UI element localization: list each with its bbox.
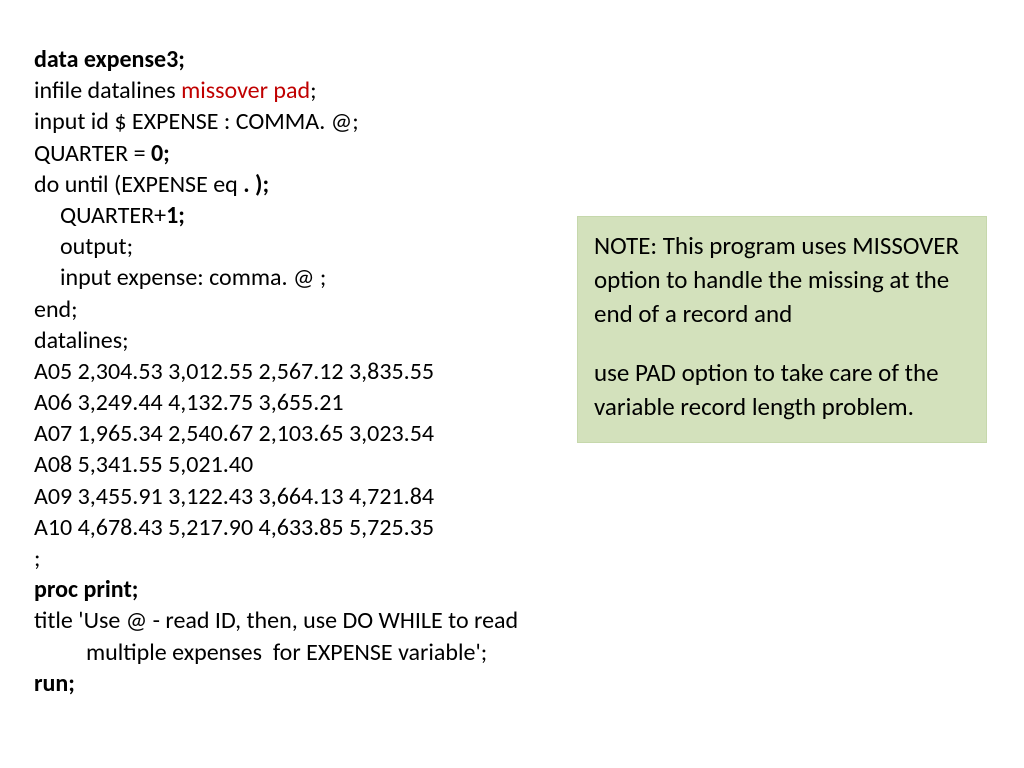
code-data-line: A07 1,965.34 2,540.67 2,103.65 3,023.54: [34, 418, 574, 449]
code-line: QUARTER = 0;: [34, 138, 574, 169]
code-line: datalines;: [34, 325, 574, 356]
code-text: infile datalines: [34, 76, 181, 105]
code-data-line: A06 3,249.44 4,132.75 3,655.21: [34, 387, 574, 418]
code-data-line: A09 3,455.91 3,122.43 3,664.13 4,721.84: [34, 481, 574, 512]
code-text: QUARTER+: [60, 201, 166, 230]
code-text: QUARTER =: [34, 139, 151, 168]
code-line: proc print;: [34, 574, 574, 605]
code-line: input expense: comma. @ ;: [34, 262, 574, 293]
note-callout-box: NOTE: This program uses MISSOVER option …: [577, 216, 987, 443]
code-line: ;: [34, 543, 574, 574]
code-line: run;: [34, 668, 574, 699]
code-text: . );: [243, 170, 269, 199]
code-line: output;: [34, 231, 574, 262]
note-paragraph: NOTE: This program uses MISSOVER option …: [594, 229, 970, 330]
code-text: 1;: [166, 201, 185, 230]
code-data-line: A10 4,678.43 5,217.90 4,633.85 5,725.35: [34, 512, 574, 543]
code-line: data expense3;: [34, 44, 574, 75]
code-line: infile datalines missover pad;: [34, 75, 574, 106]
code-text: ;: [310, 76, 316, 105]
code-line: title 'Use @ - read ID, then, use DO WHI…: [34, 605, 574, 667]
code-keyword-missover-pad: missover pad: [181, 76, 310, 105]
code-line: do until (EXPENSE eq . );: [34, 169, 574, 200]
code-data-line: A05 2,304.53 3,012.55 2,567.12 3,835.55: [34, 356, 574, 387]
code-line: end;: [34, 294, 574, 325]
code-line: input id $ EXPENSE : COMMA. @;: [34, 106, 574, 137]
code-text: 0;: [151, 139, 170, 168]
code-data-line: A08 5,341.55 5,021.40: [34, 449, 574, 480]
note-paragraph: use PAD option to take care of the varia…: [594, 356, 970, 424]
code-line: QUARTER+1;: [34, 200, 574, 231]
code-text: do until (EXPENSE eq: [34, 170, 243, 199]
sas-code-block: data expense3; infile datalines missover…: [34, 44, 574, 699]
